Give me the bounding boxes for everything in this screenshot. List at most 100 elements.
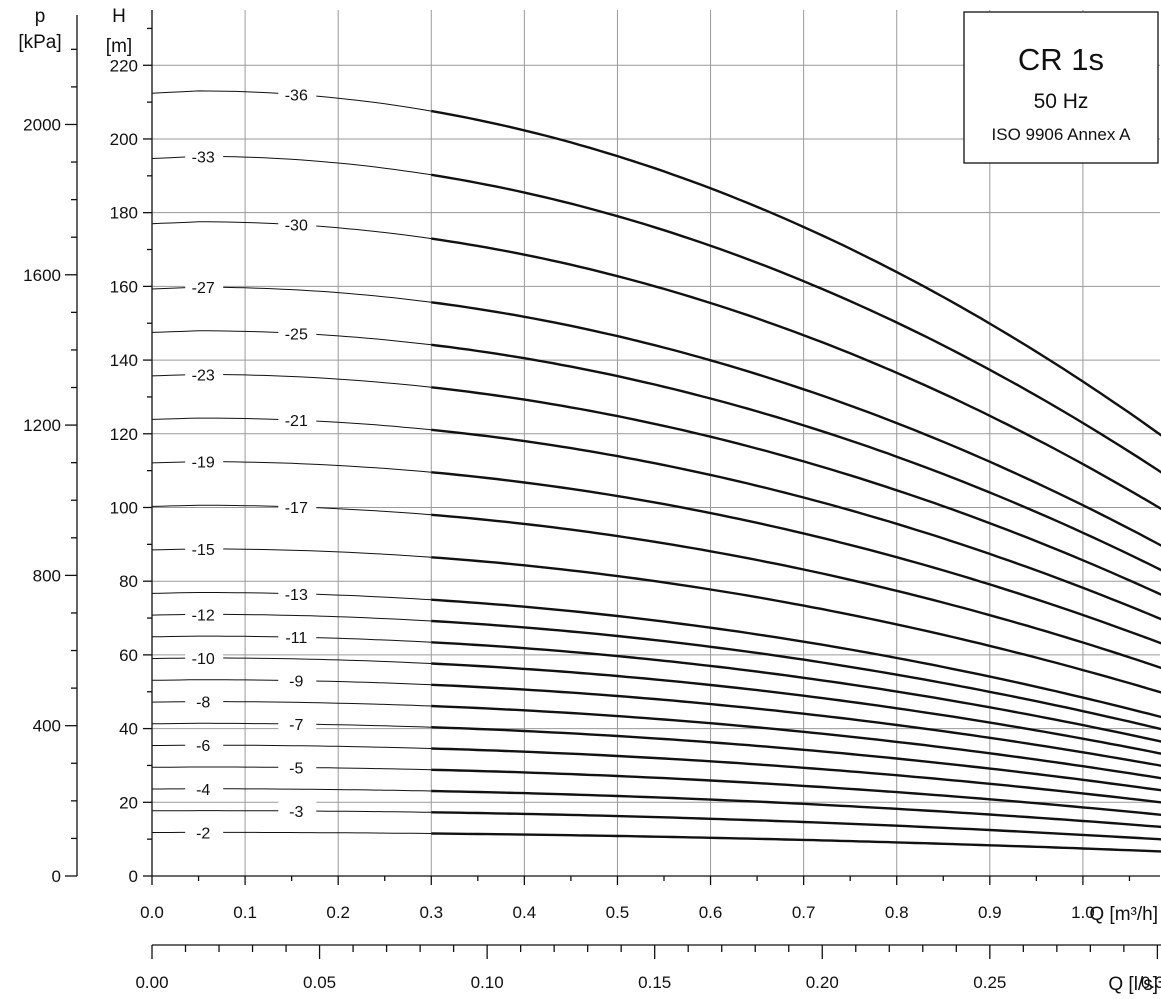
curve-labels: -2 -3 -4 -5 -6 -7 -8 -9 -10 -11 -12 -13 -15 -17 -19 -21… bbox=[185, 84, 317, 842]
y-tick-label: 80 bbox=[119, 572, 138, 591]
curve-label: -6 bbox=[196, 738, 210, 755]
x-tick-label: 0.4 bbox=[513, 903, 537, 922]
x2-tick-label: 0.30 bbox=[1141, 973, 1161, 992]
curve--9 bbox=[431, 683, 1161, 767]
curve-label-bg bbox=[278, 627, 317, 646]
curve--25 bbox=[431, 343, 1161, 572]
curve--11 bbox=[431, 641, 1161, 743]
curve-label-bg bbox=[278, 800, 317, 819]
curve--23 bbox=[431, 386, 1161, 596]
curve-label-bg bbox=[185, 538, 224, 557]
curve--27 bbox=[431, 301, 1161, 547]
x-tick-label: 0.1 bbox=[233, 903, 257, 922]
y2-tick-label: 800 bbox=[33, 566, 61, 585]
curve-label: -23 bbox=[192, 367, 215, 384]
x2-tick-label: 0.05 bbox=[303, 973, 336, 992]
x-axis-label: Q [m³/h] bbox=[1089, 904, 1158, 925]
x-tick-label: 0.3 bbox=[419, 903, 443, 922]
curve--3 bbox=[431, 811, 1161, 841]
curve-label-bg bbox=[185, 146, 224, 165]
curve-label: -27 bbox=[192, 280, 215, 297]
curve-label: -15 bbox=[192, 542, 215, 559]
y-tick-label: 120 bbox=[110, 425, 138, 444]
x-tick-label: 0.0 bbox=[140, 903, 164, 922]
curve--6 bbox=[431, 747, 1161, 804]
legend-standard: ISO 9906 Annex A bbox=[992, 125, 1132, 144]
curve-label-bg bbox=[278, 323, 317, 342]
y-tick-label: 0 bbox=[129, 867, 138, 886]
x-tick-label: 1.0 bbox=[1071, 903, 1095, 922]
pump-curves bbox=[151, 90, 1161, 853]
curve-label: -17 bbox=[285, 500, 308, 517]
y2-tick-label: 0 bbox=[52, 867, 61, 886]
curve-label-bg bbox=[185, 647, 224, 666]
curve-label-bg bbox=[185, 822, 224, 841]
x-tick-label: 0.5 bbox=[606, 903, 630, 922]
curve-label-bg bbox=[278, 714, 317, 733]
curve-label-bg bbox=[185, 691, 224, 710]
curve--5 bbox=[431, 768, 1161, 816]
curve--13 bbox=[431, 598, 1161, 719]
curve-label-bg bbox=[278, 670, 317, 689]
y-tick-label: 100 bbox=[110, 498, 138, 517]
x2-tick-label: 0.10 bbox=[471, 973, 504, 992]
curve-label: -5 bbox=[289, 760, 303, 777]
curve-label: -19 bbox=[192, 455, 215, 472]
y-tick-label: 140 bbox=[110, 351, 138, 370]
curve--21 bbox=[431, 428, 1161, 621]
curve--15 bbox=[431, 556, 1161, 694]
x2-tick-label: 0.20 bbox=[806, 973, 839, 992]
curve-label: -3 bbox=[289, 804, 303, 821]
y-tick-label: 220 bbox=[110, 56, 138, 75]
curve-label-bg bbox=[278, 757, 317, 776]
x-tick-label: 0.6 bbox=[699, 903, 723, 922]
curve-label: -25 bbox=[285, 326, 308, 343]
x-tick-label: 0.9 bbox=[978, 903, 1002, 922]
curve-label-bg bbox=[278, 214, 317, 233]
curve-label: -10 bbox=[192, 651, 215, 668]
y2-tick-label: 2000 bbox=[23, 115, 61, 134]
curve--19 bbox=[431, 471, 1161, 645]
curve-label: -21 bbox=[285, 413, 308, 430]
curve--8 bbox=[431, 704, 1161, 780]
curve--33 bbox=[431, 173, 1161, 474]
y-tick-label: 60 bbox=[119, 646, 138, 665]
curve-label: -4 bbox=[196, 782, 210, 799]
curve--10 bbox=[431, 662, 1161, 755]
legend-frequency: 50 Hz bbox=[1034, 90, 1089, 113]
y2-tick-label: 1200 bbox=[23, 416, 61, 435]
curve--2 bbox=[431, 832, 1161, 853]
curve-label-bg bbox=[185, 451, 224, 470]
curve-label: -7 bbox=[289, 717, 303, 734]
curve-label: -8 bbox=[196, 695, 210, 712]
x-tick-label: 0.2 bbox=[326, 903, 350, 922]
x2-tick-label: 0.15 bbox=[638, 973, 671, 992]
curve--4 bbox=[431, 789, 1161, 829]
y-tick-label: 160 bbox=[110, 277, 138, 296]
curve-label-bg bbox=[278, 583, 317, 602]
curve-label: -9 bbox=[289, 674, 303, 691]
curve-label-bg bbox=[185, 364, 224, 383]
curve--30 bbox=[431, 237, 1161, 511]
axes: 0 20 40 60 80 100 120 140 160 180 200 220 0 400 800 120… bbox=[23, 10, 1161, 992]
curve-label: -36 bbox=[285, 87, 308, 104]
curve--7 bbox=[431, 726, 1161, 792]
x2-tick-label: 0.25 bbox=[973, 973, 1006, 992]
curve-label-bg bbox=[185, 778, 224, 797]
x2-axis-label: Q [l/s] bbox=[1108, 974, 1158, 995]
y-tick-label: 180 bbox=[110, 204, 138, 223]
curve-label: -30 bbox=[285, 218, 308, 235]
curve--17 bbox=[431, 513, 1161, 670]
curve-label: -13 bbox=[285, 587, 308, 604]
curve-label-bg bbox=[278, 410, 317, 429]
curve-label-bg bbox=[278, 496, 317, 515]
curve-label: -11 bbox=[285, 630, 307, 647]
y2-axis-unit: [kPa] bbox=[18, 32, 61, 53]
y-axis-unit: [m] bbox=[106, 36, 132, 57]
y-tick-label: 20 bbox=[119, 793, 138, 812]
curve--12 bbox=[431, 619, 1161, 731]
y-tick-label: 200 bbox=[110, 130, 138, 149]
curve-label: -2 bbox=[196, 825, 210, 842]
curve-label-bg bbox=[278, 84, 317, 103]
y2-tick-label: 400 bbox=[33, 717, 61, 736]
